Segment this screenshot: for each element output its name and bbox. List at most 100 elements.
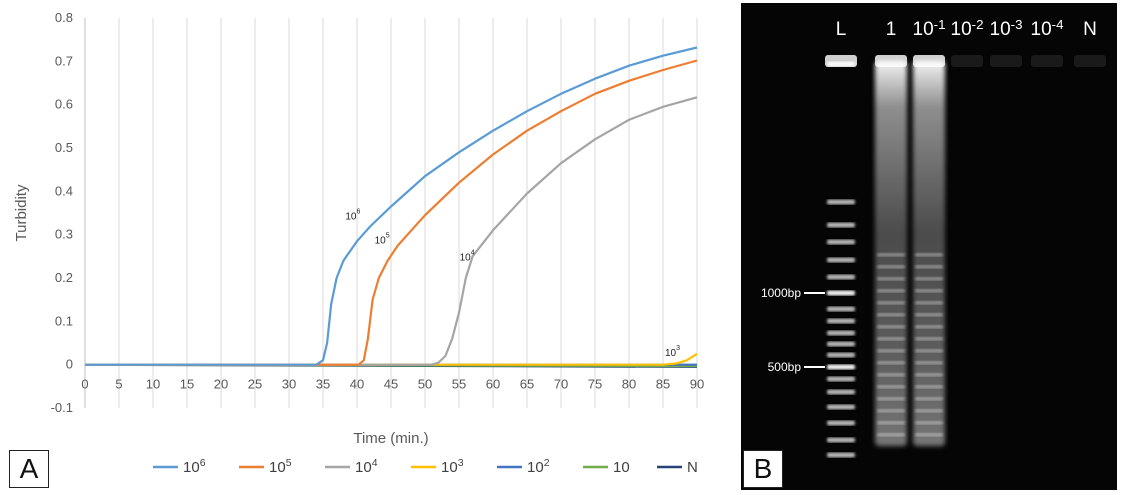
smear-band [915,349,943,353]
curve-annotation: 103 [665,345,680,359]
x-tick-label: 25 [248,377,262,392]
smear-band [915,373,943,377]
x-tick-label: 80 [622,377,636,392]
x-tick-label: 35 [316,377,330,392]
x-tick-label: 20 [214,377,228,392]
lane-labels: L 1 10-1 10-2 10-3 10-4 N [836,17,1097,40]
lane-label: 10-2 [951,17,984,40]
series-line [85,96,698,366]
smear-band [877,289,905,293]
ladder-band [827,420,855,426]
ladder-band [827,61,855,67]
legend-entry: 102 [527,457,550,476]
legend-entry: N [687,459,698,476]
ladder-band [827,239,855,245]
turbidity-line-chart: -0.1 0 0.1 0.2 0.3 0.4 0.5 0.6 0.7 0.8 0 5 10 15 20 25… [13,10,704,476]
x-tick-label: 75 [588,377,602,392]
y-tick-labels: -0.1 0 0.1 0.2 0.3 0.4 0.5 0.6 0.7 0.8 [51,10,73,415]
smear-band [877,397,905,401]
smear-band [915,337,943,341]
smear-band [877,301,905,305]
lane-label: L [836,19,847,40]
gel-well [990,55,1022,67]
smear-band [877,349,905,353]
size-marker-label: 1000bp [761,286,801,300]
ladder-band [827,257,855,263]
legend: 106 105 104 103 102 10 N [153,457,698,476]
lane-label: 1 [886,19,897,40]
smear-band [915,397,943,401]
smear-band [915,385,943,389]
x-tick-label: 30 [282,377,296,392]
ladder-band [827,352,855,358]
smear-band [877,421,905,425]
smear-band [915,301,943,305]
smear-band [877,361,905,365]
smear-band [877,253,905,257]
vertical-gridlines [118,18,698,408]
curve-annotation: 106 [345,209,360,223]
smear-band [877,325,905,329]
series-line [85,46,698,366]
y-tick-label: 0.1 [55,313,73,328]
smear-band [915,277,943,281]
smear-band [877,373,905,377]
smear-band [915,433,943,437]
y-tick-label: -0.1 [51,400,73,415]
y-tick-label: 0.5 [55,140,73,155]
smear-band [915,313,943,317]
x-tick-label: 70 [554,377,568,392]
x-tick-label: 50 [418,377,432,392]
ladder-band [827,364,855,370]
panel-label-a: A [9,450,49,488]
ladder-band [827,452,855,458]
ladder-band [827,222,855,228]
y-tick-label: 0.3 [55,227,73,242]
smear-band [877,313,905,317]
x-axis-title: Time (min.) [353,430,428,447]
smear-band [915,409,943,413]
smear-band [877,409,905,413]
x-tick-label: 5 [115,377,122,392]
ladder-band [827,274,855,280]
y-tick-label: 0.2 [55,270,73,285]
smear-band [915,289,943,293]
y-tick-label: 0 [66,357,73,372]
series-line [85,352,698,366]
x-tick-label: 65 [520,377,534,392]
x-tick-label: 45 [384,377,398,392]
smear-band [915,265,943,269]
gel-well [1074,55,1106,67]
curve-annotations: 106 105 104 103 [345,209,680,360]
curve-annotation: 105 [375,232,390,246]
panel-a-turbidity-chart: -0.1 0 0.1 0.2 0.3 0.4 0.5 0.6 0.7 0.8 0 5 10 15 20 25… [9,10,704,488]
smear-band [877,265,905,269]
agarose-gel: L 1 10-1 10-2 10-3 10-4 N 1000bp 500bp [741,3,1117,490]
legend-entry: 105 [269,457,292,476]
smear-band [877,385,905,389]
sample-smears [875,61,945,446]
y-tick-label: 0.6 [55,97,73,112]
legend-entry: 106 [183,457,206,476]
ladder-band [827,306,855,312]
y-axis-title: Turbidity [13,184,30,241]
x-tick-label: 90 [690,377,704,392]
legend-entry: 104 [355,457,378,476]
smear-band [915,421,943,425]
smear-band [877,433,905,437]
smear-band [915,253,943,257]
ladder-band [827,389,855,395]
lane-label: 10-4 [1031,17,1064,40]
ladder-band [827,199,855,205]
curve-annotation: 104 [460,250,475,264]
gel-well [951,55,983,67]
legend-entry: 103 [441,457,464,476]
series-lines [84,46,698,368]
y-tick-label: 0.4 [55,183,73,198]
panel-label-b: B [743,450,783,488]
smear-band [877,277,905,281]
panel-b-gel-image: L 1 10-1 10-2 10-3 10-4 N 1000bp 500bp B [741,3,1117,490]
legend-entry: 10 [613,459,630,476]
ladder-band [827,318,855,324]
ladder-band [827,341,855,347]
